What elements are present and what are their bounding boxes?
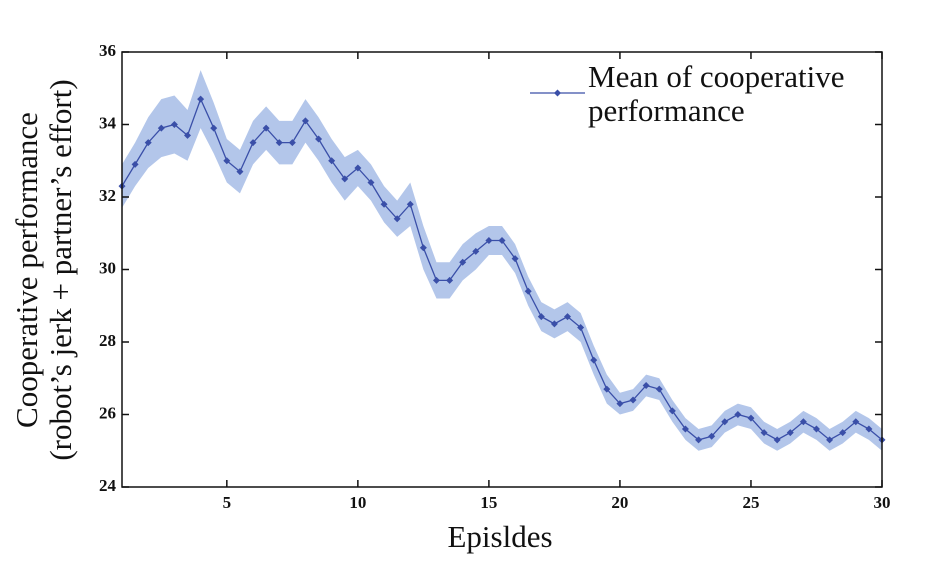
marker	[550, 320, 558, 328]
marker	[419, 244, 427, 252]
marker	[826, 436, 834, 444]
marker	[786, 429, 794, 437]
x-tick-label: 25	[742, 493, 759, 512]
x-tick-label: 30	[874, 493, 891, 512]
marker	[157, 124, 165, 132]
marker	[760, 429, 768, 437]
marker	[184, 131, 192, 139]
marker	[275, 139, 283, 147]
marker	[249, 139, 257, 147]
marker	[354, 164, 362, 172]
marker	[577, 324, 585, 331]
marker	[197, 95, 205, 103]
marker	[144, 139, 152, 147]
marker	[170, 121, 178, 128]
marker	[603, 385, 611, 393]
marker	[812, 425, 820, 433]
marker	[655, 385, 663, 393]
marker	[668, 407, 676, 415]
marker	[485, 237, 493, 244]
marker	[642, 382, 650, 389]
marker	[393, 215, 401, 223]
marker	[432, 276, 440, 284]
x-tick-label: 10	[349, 493, 366, 512]
marker	[367, 179, 375, 186]
y-tick-label: 26	[99, 403, 116, 422]
marker	[865, 425, 873, 433]
legend-label: Mean of cooperative performance	[588, 59, 845, 128]
marker	[406, 200, 414, 208]
marker	[328, 157, 336, 165]
x-tick-label: 20	[611, 493, 628, 512]
marker	[721, 418, 729, 426]
marker	[341, 175, 349, 183]
marker	[839, 429, 847, 437]
marker	[799, 418, 807, 426]
y-axis-label: (robot’s jerk + partner’s effort)	[43, 79, 78, 460]
marker	[681, 425, 689, 433]
marker	[498, 237, 506, 244]
marker	[301, 117, 309, 125]
marker	[472, 247, 480, 255]
y-tick-label: 30	[99, 258, 116, 277]
marker	[446, 276, 454, 284]
marker	[236, 168, 244, 176]
marker	[629, 396, 637, 404]
y-tick-label: 34	[99, 113, 117, 132]
x-axis-label: Episldes	[447, 519, 552, 554]
marker	[708, 432, 716, 440]
y-axis-label: Cooperative performance	[9, 112, 44, 428]
marker	[734, 411, 742, 418]
marker	[459, 258, 467, 266]
marker	[537, 313, 545, 321]
marker	[773, 436, 781, 444]
marker	[564, 313, 572, 321]
y-tick-label: 24	[99, 476, 117, 495]
x-tick-label: 5	[223, 493, 232, 512]
y-tick-label: 28	[99, 331, 116, 350]
marker	[262, 124, 270, 132]
marker	[288, 139, 296, 147]
marker	[131, 160, 139, 168]
marker	[616, 400, 624, 408]
marker	[747, 414, 755, 422]
marker	[210, 124, 218, 132]
marker	[852, 418, 860, 426]
marker	[695, 436, 703, 444]
legend-marker	[554, 89, 561, 97]
y-tick-label: 32	[99, 186, 116, 205]
marker	[590, 356, 598, 364]
marker	[223, 157, 231, 165]
marker	[380, 200, 388, 208]
marker	[511, 255, 519, 263]
marker	[524, 287, 532, 295]
y-tick-label: 36	[99, 41, 116, 60]
x-tick-label: 15	[480, 493, 497, 512]
marker	[315, 135, 323, 143]
